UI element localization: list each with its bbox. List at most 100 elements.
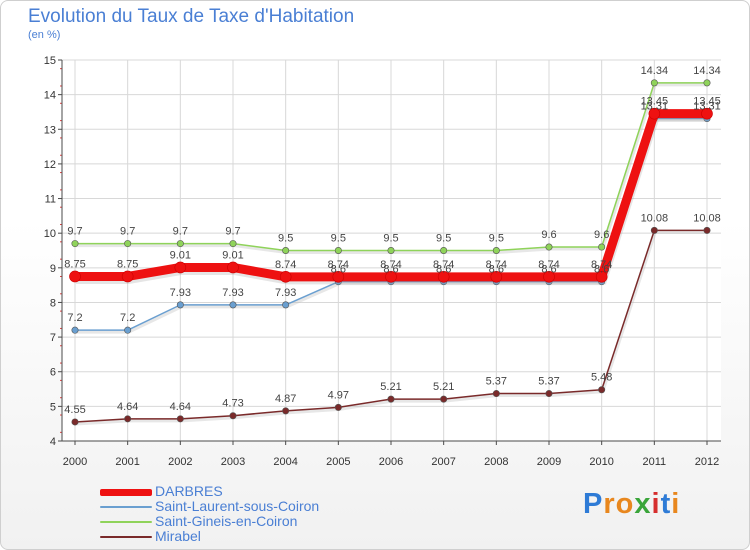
data-point xyxy=(545,243,553,251)
y-tick-label: 13 xyxy=(44,124,56,136)
data-label: 9.5 xyxy=(383,233,398,245)
y-tick-label: 14 xyxy=(44,90,56,102)
data-point xyxy=(650,226,658,234)
data-label: 8.75 xyxy=(117,258,138,270)
data-point xyxy=(229,301,237,309)
data-point xyxy=(176,415,184,423)
data-label: 9.01 xyxy=(222,249,243,261)
data-point xyxy=(650,79,658,87)
data-point xyxy=(545,390,553,398)
data-label: 8.74 xyxy=(380,259,401,271)
y-tick-label: 5 xyxy=(50,401,56,413)
data-label: 9.5 xyxy=(278,233,293,245)
legend-swatch xyxy=(100,506,152,508)
y-tick-label: 11 xyxy=(45,194,56,206)
data-point xyxy=(227,261,239,274)
data-point xyxy=(598,243,606,251)
data-label: 9.6 xyxy=(594,229,609,241)
data-point xyxy=(279,271,292,283)
data-label: 4.64 xyxy=(170,401,191,413)
data-label: 8.6 xyxy=(594,264,609,276)
data-label: 8.6 xyxy=(489,264,504,276)
data-label: 8.6 xyxy=(436,264,451,276)
brand-logo: Proxiti xyxy=(583,488,681,520)
data-point xyxy=(648,107,661,120)
data-label: 13.45 xyxy=(641,96,669,108)
data-label: 9.7 xyxy=(67,226,82,238)
x-tick-label: 2007 xyxy=(431,456,455,468)
data-label: 4.73 xyxy=(222,398,243,410)
data-point xyxy=(334,403,342,411)
data-point xyxy=(332,271,345,283)
data-label: 9.5 xyxy=(436,233,451,245)
data-label: 7.93 xyxy=(170,287,191,299)
data-label: 9.6 xyxy=(541,229,556,241)
x-tick-label: 2009 xyxy=(537,456,561,468)
data-label: 8.74 xyxy=(591,259,612,271)
data-label: 4.64 xyxy=(117,401,138,413)
y-tick-label: 8 xyxy=(50,297,56,309)
x-tick-label: 2005 xyxy=(326,456,350,468)
data-point xyxy=(437,271,450,283)
legend-label: Mirabel xyxy=(155,528,201,544)
data-point xyxy=(121,270,134,283)
data-point xyxy=(229,412,237,420)
x-tick-label: 2011 xyxy=(643,456,667,468)
data-point xyxy=(701,107,713,120)
data-label: 10.08 xyxy=(693,212,721,224)
data-label: 9.7 xyxy=(225,226,240,238)
data-point xyxy=(703,226,711,234)
y-tick-label: 15 xyxy=(44,55,56,67)
data-label: 9.01 xyxy=(170,249,191,261)
x-tick-label: 2010 xyxy=(589,456,613,468)
data-point xyxy=(387,247,395,255)
data-point xyxy=(387,395,395,403)
x-tick-label: 2006 xyxy=(379,456,403,468)
data-point xyxy=(282,301,290,309)
y-tick-label: 4 xyxy=(50,436,56,448)
data-label: 8.6 xyxy=(331,264,346,276)
data-point xyxy=(124,240,132,248)
y-tick-label: 9 xyxy=(50,263,56,275)
data-point xyxy=(543,271,555,283)
legend-swatch xyxy=(100,521,152,523)
data-point xyxy=(124,326,132,334)
x-tick-label: 2008 xyxy=(484,456,508,468)
x-tick-label: 2002 xyxy=(168,456,192,468)
data-label: 5.21 xyxy=(380,381,401,393)
chart-title: Evolution du Taux de Taxe d'Habitation xyxy=(28,6,355,27)
data-point xyxy=(440,395,448,403)
data-label: 8.6 xyxy=(541,264,556,276)
legend-swatch xyxy=(100,536,152,538)
data-point xyxy=(440,247,448,255)
data-point xyxy=(595,271,608,283)
y-tick-label: 6 xyxy=(50,367,56,379)
data-label: 7.2 xyxy=(67,312,82,324)
data-point xyxy=(385,271,397,283)
data-point xyxy=(71,326,79,334)
data-label: 9.5 xyxy=(331,233,346,245)
data-label: 4.97 xyxy=(328,389,349,401)
data-label: 7.93 xyxy=(275,287,296,299)
y-tick-label: 12 xyxy=(44,159,56,171)
y-tick-label: 7 xyxy=(50,332,56,344)
data-point xyxy=(176,240,184,248)
data-label: 7.2 xyxy=(120,312,135,324)
data-label: 14.34 xyxy=(641,65,669,77)
data-label: 8.75 xyxy=(64,258,85,270)
data-label: 8.6 xyxy=(383,264,398,276)
data-label: 13.45 xyxy=(693,96,721,108)
data-point xyxy=(492,247,500,255)
y-tick-label: 10 xyxy=(44,228,56,240)
data-label: 9.7 xyxy=(120,226,135,238)
legend-swatch xyxy=(100,488,152,496)
chart-subtitle: (en %) xyxy=(28,29,61,41)
data-point xyxy=(174,261,187,274)
data-label: 9.7 xyxy=(173,226,188,238)
data-point xyxy=(69,270,81,283)
x-tick-label: 2012 xyxy=(695,456,719,468)
x-tick-label: 2004 xyxy=(273,456,297,468)
data-point xyxy=(282,247,290,255)
data-point xyxy=(176,301,184,309)
x-tick-label: 2003 xyxy=(221,456,245,468)
